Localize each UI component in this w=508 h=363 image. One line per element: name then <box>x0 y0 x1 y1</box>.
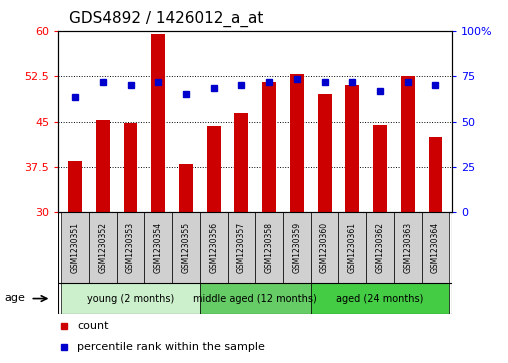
Text: GSM1230352: GSM1230352 <box>98 222 107 273</box>
Text: percentile rank within the sample: percentile rank within the sample <box>77 342 265 352</box>
Bar <box>172 212 200 283</box>
Bar <box>235 113 248 212</box>
Bar <box>422 212 450 283</box>
Text: GSM1230362: GSM1230362 <box>375 222 385 273</box>
Text: GSM1230359: GSM1230359 <box>293 222 301 273</box>
Bar <box>311 212 338 283</box>
Bar <box>366 212 394 283</box>
Text: GSM1230355: GSM1230355 <box>181 222 190 273</box>
Text: GSM1230351: GSM1230351 <box>71 222 80 273</box>
Bar <box>345 85 359 212</box>
Text: age: age <box>5 293 25 303</box>
Bar <box>283 212 311 283</box>
Bar <box>429 137 442 212</box>
Bar <box>200 212 228 283</box>
Bar <box>68 161 82 212</box>
Text: GSM1230356: GSM1230356 <box>209 222 218 273</box>
Text: GSM1230360: GSM1230360 <box>320 222 329 273</box>
Bar <box>373 125 387 212</box>
Bar <box>144 212 172 283</box>
Bar <box>61 212 89 283</box>
Text: GSM1230353: GSM1230353 <box>126 222 135 273</box>
Text: aged (24 months): aged (24 months) <box>336 294 424 303</box>
Bar <box>96 121 110 212</box>
Text: GSM1230357: GSM1230357 <box>237 222 246 273</box>
Bar <box>151 34 165 212</box>
Bar <box>228 212 256 283</box>
Text: young (2 months): young (2 months) <box>87 294 174 303</box>
Bar <box>89 212 117 283</box>
Bar <box>200 283 311 314</box>
Text: count: count <box>77 321 109 331</box>
Bar <box>207 126 220 212</box>
Text: middle aged (12 months): middle aged (12 months) <box>194 294 317 303</box>
Bar <box>311 283 450 314</box>
Text: GSM1230363: GSM1230363 <box>403 222 412 273</box>
Bar <box>401 76 415 212</box>
Bar <box>123 123 138 212</box>
Bar <box>290 74 304 212</box>
Bar <box>262 82 276 212</box>
Text: GSM1230354: GSM1230354 <box>154 222 163 273</box>
Text: GSM1230358: GSM1230358 <box>265 222 274 273</box>
Bar <box>256 212 283 283</box>
Bar <box>338 212 366 283</box>
Bar <box>61 283 200 314</box>
Bar <box>117 212 144 283</box>
Text: GSM1230361: GSM1230361 <box>348 222 357 273</box>
Bar <box>179 164 193 212</box>
Bar <box>394 212 422 283</box>
Bar <box>318 94 332 212</box>
Text: GSM1230364: GSM1230364 <box>431 222 440 273</box>
Text: GDS4892 / 1426012_a_at: GDS4892 / 1426012_a_at <box>69 11 263 27</box>
